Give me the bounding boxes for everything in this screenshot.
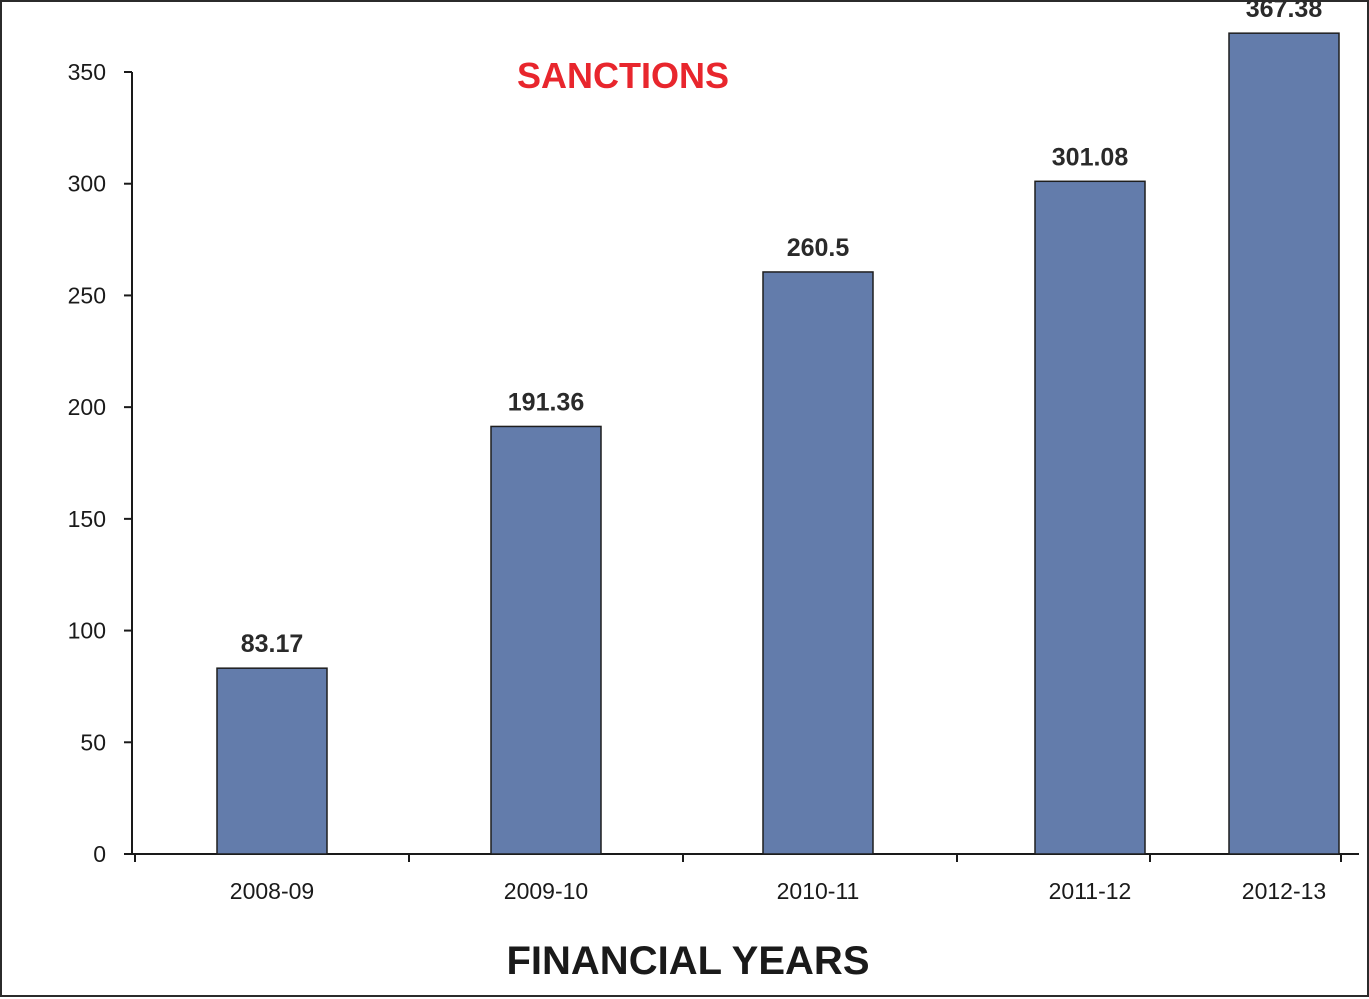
- data-label: 83.17: [241, 630, 304, 658]
- y-tick-label: 100: [68, 618, 106, 644]
- data-labels: 83.17 191.36 260.5 301.08 367.38: [241, 2, 1323, 658]
- y-tick-label: 250: [68, 282, 106, 308]
- x-tick-label: 2010-11: [777, 878, 860, 904]
- data-label: 301.08: [1052, 143, 1129, 171]
- chart-title: SANCTIONS: [517, 55, 729, 96]
- x-axis: 2008-09 2009-10 2010-11 2011-12 2012-13: [132, 853, 1359, 904]
- x-tick-label: 2009-10: [504, 878, 588, 904]
- bars: [216, 32, 1340, 855]
- y-tick-label: 350: [68, 59, 106, 85]
- x-axis-title: FINANCIAL YEARS: [506, 939, 869, 983]
- data-label: 191.36: [508, 388, 584, 416]
- y-tick-label: 200: [68, 394, 106, 420]
- bar-2009-10: [490, 425, 602, 855]
- x-tick-label: 2011-12: [1049, 878, 1132, 904]
- x-tick-label: 2008-09: [230, 878, 314, 904]
- y-tick-label: 300: [68, 171, 106, 197]
- y-axis: 0 50 100 150 200 250 300 350: [68, 59, 133, 867]
- bar-2012-13: [1228, 32, 1340, 855]
- x-tick-label: 2012-13: [1242, 878, 1326, 904]
- y-tick-label: 150: [68, 506, 106, 532]
- y-tick-label: 50: [80, 729, 106, 755]
- bar-2010-11: [762, 271, 874, 855]
- bar-2008-09: [216, 667, 328, 855]
- data-label: 367.38: [1246, 2, 1323, 23]
- data-label: 260.5: [787, 234, 850, 262]
- bar-2011-12: [1034, 180, 1146, 855]
- y-tick-label: 0: [93, 841, 106, 867]
